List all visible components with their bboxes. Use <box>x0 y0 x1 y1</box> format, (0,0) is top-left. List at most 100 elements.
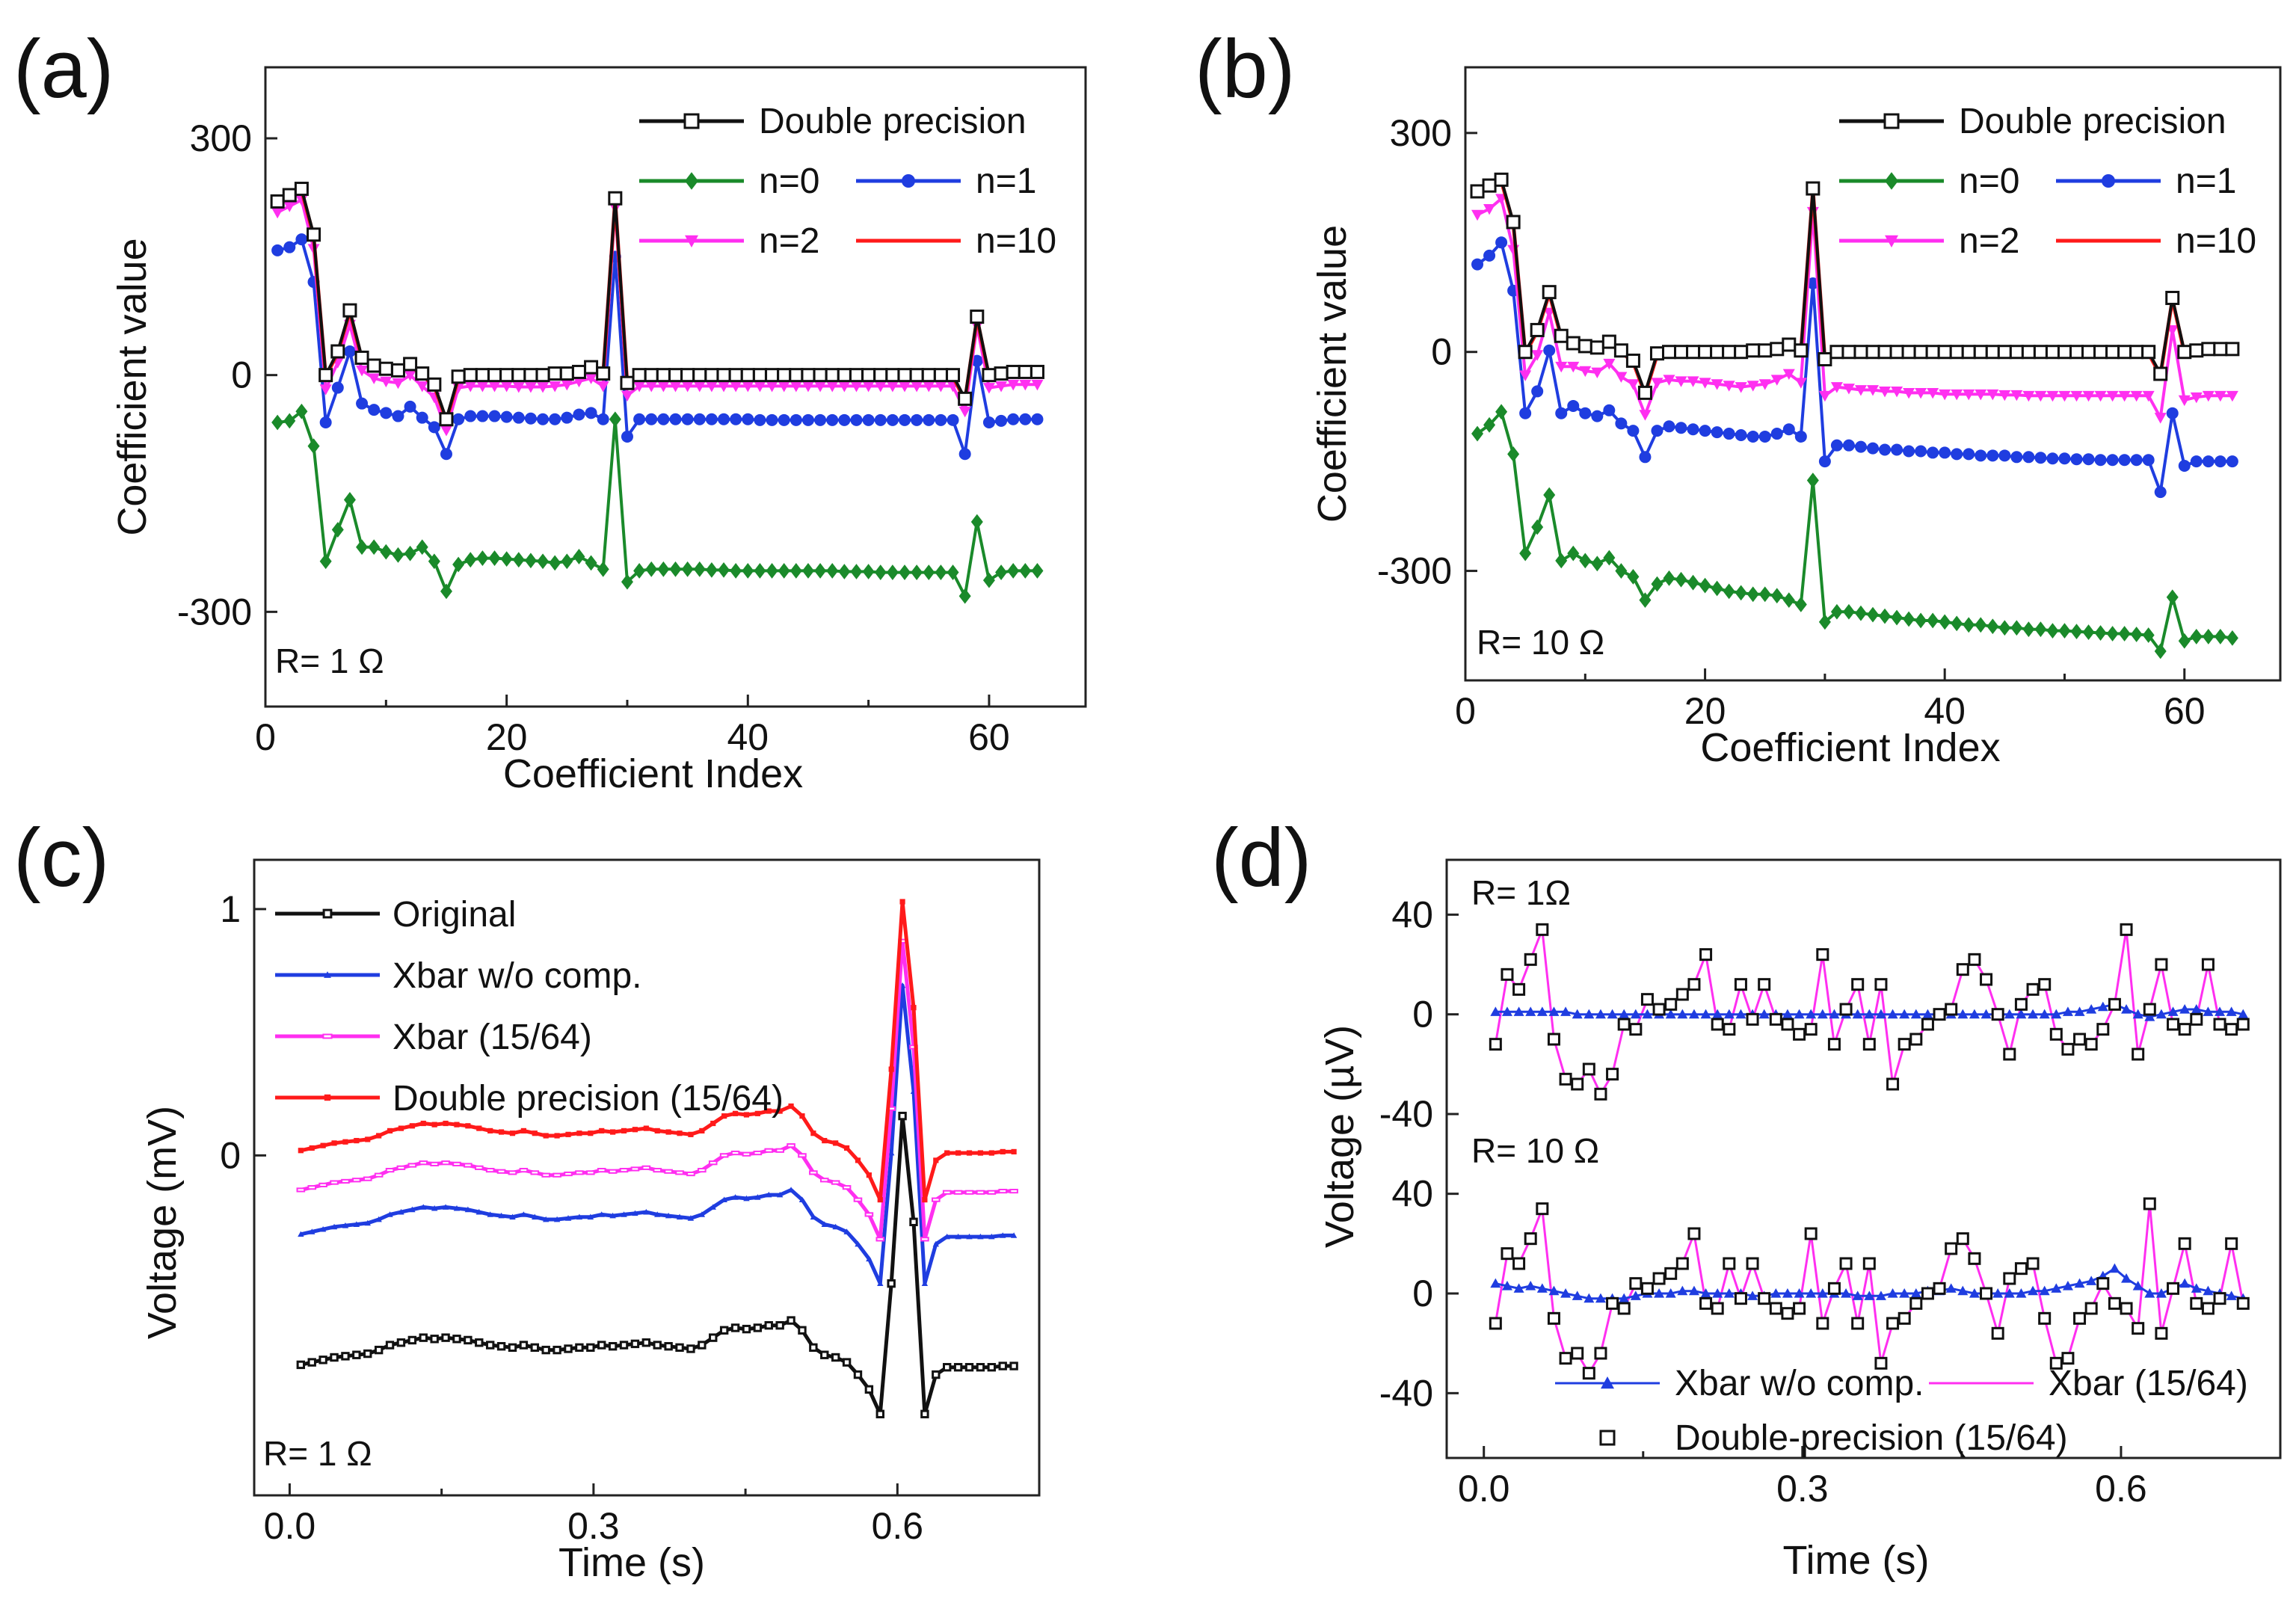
panel-c-data-point <box>496 1341 506 1351</box>
panel-c-data-point <box>832 1223 839 1230</box>
panel-b-data-point <box>1794 430 1807 443</box>
panel-b-data-point <box>2214 629 2226 644</box>
panel-b-data-point <box>1483 416 1496 433</box>
panel-d-data-point <box>2004 1288 2015 1298</box>
panel-d-data-point <box>1817 1009 1828 1019</box>
panel-a-data-point <box>838 413 851 426</box>
panel-b-data-point <box>2117 345 2132 360</box>
panel-b-data-point <box>2118 626 2131 642</box>
panel-c-data-point <box>610 1129 616 1135</box>
panel-b-data-point <box>1758 343 1773 358</box>
panel-d-data-point <box>2026 982 2040 996</box>
panel-a-data-point <box>790 413 802 426</box>
panel-d-data-point <box>2213 1018 2226 1031</box>
panel-b-data-point <box>1543 487 1556 503</box>
panel-d-data-point <box>2236 1296 2250 1310</box>
panel-d-data-point <box>1969 1009 1980 1019</box>
panel-c-data-point <box>864 1385 874 1394</box>
panel-c-data-point <box>296 1360 306 1370</box>
panel-d-data-point <box>1559 1072 1572 1086</box>
panel-b-data-point <box>2189 343 2204 358</box>
panel-b-xlabel: Coefficient Index <box>1700 725 2000 770</box>
panel-a-legend-marker <box>685 172 698 190</box>
panel-d-ytick-label: 0 <box>1412 1273 1433 1314</box>
panel-b-data-point <box>2154 643 2167 659</box>
panel-d-data-point <box>1489 1317 1502 1330</box>
panel-c-data-point <box>452 1335 461 1344</box>
panel-d-legend-label: Xbar (15/64) <box>2049 1364 2248 1403</box>
panel-c-data-point <box>564 1171 573 1177</box>
panel-d-data-point <box>2061 1352 2075 1365</box>
panel-c-data-point <box>586 1170 595 1175</box>
panel-a-data-point <box>826 381 839 393</box>
panel-c-data-point <box>409 1123 415 1129</box>
panel-b-data-point <box>2058 390 2071 402</box>
panel-a-data-point <box>693 561 706 577</box>
panel-a-ytick-label: -300 <box>177 591 252 633</box>
panel-b-data-point <box>1891 387 1903 398</box>
panel-c-data-point <box>318 1356 327 1365</box>
panel-b-data-point <box>1687 376 1699 387</box>
panel-a-data-point <box>921 368 936 383</box>
panel-c-data-point <box>296 1187 306 1193</box>
panel-c-data-point <box>398 1125 404 1131</box>
panel-a-data-point <box>885 368 900 383</box>
panel-a-data-point <box>354 350 369 365</box>
panel-d-data-point <box>2167 1006 2179 1016</box>
panel-d-data-point <box>2051 1283 2062 1293</box>
panel-b-data-point <box>1663 420 1675 433</box>
panel-b-data-point <box>1927 446 1939 459</box>
panel-c-data-point <box>810 1213 817 1220</box>
panel-d-data-point <box>2109 1263 2120 1273</box>
panel-c-data-point <box>955 1233 961 1240</box>
panel-a-data-point <box>657 413 670 425</box>
panel-a-data-point <box>549 381 561 393</box>
panel-d-data-point <box>2026 1257 2040 1270</box>
panel-c-data-point <box>833 1140 839 1146</box>
panel-d-ytick-label: -40 <box>1379 1372 1433 1414</box>
panel-d-data-point <box>2108 1296 2121 1310</box>
panel-c-data-point <box>554 1133 560 1139</box>
panel-d-data-point <box>2144 1012 2155 1021</box>
panel-c-data-point <box>843 1145 850 1151</box>
panel-d-data-point <box>1945 1003 1958 1016</box>
panel-a-data-point <box>778 563 790 579</box>
panel-d-data-point <box>1572 1290 1583 1300</box>
panel-c-data-point <box>855 1240 861 1247</box>
panel-a-data-point <box>923 564 935 580</box>
panel-c-data-point <box>966 1233 973 1240</box>
panel-d-data-point <box>1839 1003 1853 1016</box>
panel-b-data-point <box>2226 390 2238 402</box>
panel-a-data-point <box>585 373 597 384</box>
panel-b-data-point <box>2177 345 2192 360</box>
panel-b-data-point <box>1842 603 1855 620</box>
panel-a-data-point <box>862 564 875 579</box>
panel-c-data-point <box>575 1343 584 1353</box>
panel-b-data-point <box>2225 342 2240 357</box>
panel-d-data-point <box>1921 1018 1934 1031</box>
panel-a-letter: (a) <box>13 23 114 115</box>
panel-b-data-point <box>1627 568 1640 585</box>
panel-b-data-point <box>2141 345 2156 360</box>
panel-b-data-point <box>1842 439 1855 452</box>
panel-c-data-point <box>998 1362 1007 1370</box>
panel-b-data-point <box>1554 328 1569 343</box>
panel-a-data-point <box>656 368 671 383</box>
panel-a-data-point <box>705 562 718 578</box>
panel-b-data-point <box>1555 407 1568 419</box>
panel-a-data-point <box>585 555 597 571</box>
panel-d-data-point <box>1969 1288 1980 1298</box>
panel-d-data-point <box>2028 1009 2039 1019</box>
panel-c-data-point <box>798 1153 807 1158</box>
panel-a-data-point <box>464 552 477 568</box>
panel-b-data-point <box>2034 621 2047 638</box>
panel-d-legend-marker <box>1601 1376 1614 1389</box>
panel-a-data-point <box>342 303 357 318</box>
panel-a-data-point <box>1031 379 1044 391</box>
panel-b-data-point <box>2058 452 2071 465</box>
panel-c-data-point <box>654 1127 660 1134</box>
panel-d-data-point <box>2201 1302 2215 1315</box>
panel-d-data-point <box>1547 1033 1560 1046</box>
panel-b-ytick-label: 0 <box>1431 331 1452 373</box>
panel-a-data-point <box>1019 563 1032 579</box>
